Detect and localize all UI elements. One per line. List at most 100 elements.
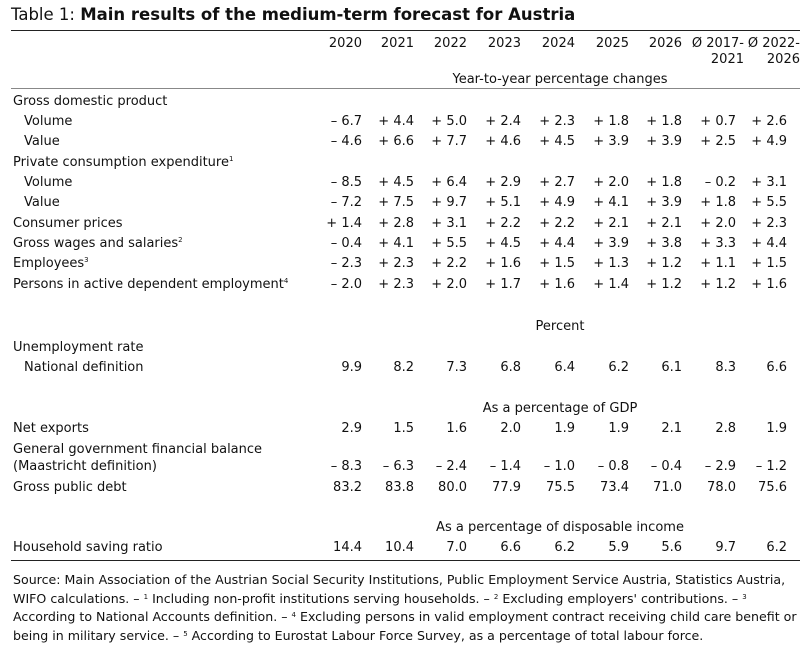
table-cell: + 4.4 bbox=[378, 114, 414, 129]
footnote-mark: 1 bbox=[228, 155, 234, 163]
table-cell: 77.9 bbox=[492, 480, 521, 495]
table-cell: 6.1 bbox=[661, 360, 682, 375]
table-cell: + 4.1 bbox=[378, 236, 414, 251]
table-title: Table 1: Main results of the medium-term… bbox=[11, 5, 575, 24]
table-cell: 14.4 bbox=[333, 540, 362, 555]
footnote-text: Excluding persons in valid employment co… bbox=[13, 609, 797, 643]
table-cell: + 2.9 bbox=[485, 175, 521, 190]
table-cell: 8.3 bbox=[715, 360, 736, 375]
source-note: Source: Main Association of the Austrian… bbox=[13, 572, 798, 644]
table-cell: + 2.4 bbox=[485, 114, 521, 129]
table-cell: + 2.0 bbox=[431, 277, 467, 292]
table-cell: + 2.1 bbox=[593, 216, 629, 231]
footnote-text: Excluding employers' contributions. – bbox=[498, 590, 743, 606]
row-label: Gross wages and salaries2 bbox=[13, 236, 183, 251]
table-row: Value – 4.6 + 6.6 + 7.7 + 4.6 + 4.5 + 3.9 + 3.9… bbox=[0, 134, 810, 154]
table-cell: + 2.3 bbox=[751, 216, 787, 231]
table-row: Persons in active dependent employment4 –… bbox=[0, 277, 810, 297]
table-row: Unemployment rate bbox=[0, 340, 810, 360]
table-cell: 5.6 bbox=[661, 540, 682, 555]
table-cell: + 2.2 bbox=[539, 216, 575, 231]
column-header: 2024 bbox=[541, 36, 575, 51]
table-cell: 2.1 bbox=[661, 421, 682, 436]
table-cell: + 5.5 bbox=[431, 236, 467, 251]
table-cell: + 3.3 bbox=[700, 236, 736, 251]
table-cell: + 1.8 bbox=[700, 195, 736, 210]
table-cell: + 4.9 bbox=[751, 134, 787, 149]
unit-label: As a percentage of GDP bbox=[482, 401, 638, 416]
column-header-line2: 2026 bbox=[766, 52, 800, 67]
unit-label: Percent bbox=[535, 319, 585, 334]
column-header: Ø 2017- bbox=[691, 36, 744, 51]
table-cell: 6.2 bbox=[766, 540, 787, 555]
table-cell: – 0.4 bbox=[330, 236, 362, 251]
footnote-mark: 5 bbox=[183, 629, 188, 638]
bottom-rule bbox=[11, 560, 800, 561]
table-cell: – 0.8 bbox=[597, 459, 629, 474]
table-row: Gross public debt 83.2 83.8 80.0 77.9 75.5 73.… bbox=[0, 480, 810, 500]
column-header: Ø 2022- bbox=[747, 36, 800, 51]
table-cell: 8.2 bbox=[393, 360, 414, 375]
table-cell: + 0.7 bbox=[700, 114, 736, 129]
table-cell: 6.6 bbox=[766, 360, 787, 375]
table-cell: 6.6 bbox=[500, 540, 521, 555]
table-cell: – 2.0 bbox=[330, 277, 362, 292]
table-cell: + 2.3 bbox=[378, 277, 414, 292]
row-label: Employees3 bbox=[13, 256, 89, 271]
table-cell: + 3.1 bbox=[751, 175, 787, 190]
row-label: (Maastricht definition) bbox=[13, 459, 157, 474]
table-cell: + 4.4 bbox=[539, 236, 575, 251]
row-label-text: Volume bbox=[24, 175, 73, 190]
row-label: Value bbox=[24, 195, 60, 210]
table-row: Gross domestic product bbox=[0, 94, 810, 114]
table-cell: 78.0 bbox=[707, 480, 736, 495]
table-cell: 6.2 bbox=[554, 540, 575, 555]
row-label-text: Consumer prices bbox=[13, 216, 123, 231]
table-cell: + 9.7 bbox=[431, 195, 467, 210]
table-cell: + 4.4 bbox=[751, 236, 787, 251]
table-cell: 1.6 bbox=[446, 421, 467, 436]
table-cell: 83.2 bbox=[333, 480, 362, 495]
footnote-mark: 3 bbox=[742, 592, 747, 601]
table-cell: – 1.2 bbox=[755, 459, 787, 474]
table-cell: + 1.6 bbox=[485, 256, 521, 271]
table-cell: + 3.1 bbox=[431, 216, 467, 231]
table-cell: – 6.3 bbox=[382, 459, 414, 474]
table-cell: – 0.4 bbox=[650, 459, 682, 474]
table-row: Private consumption expenditure1 bbox=[0, 155, 810, 175]
table-cell: + 4.9 bbox=[539, 195, 575, 210]
table-row: General government financial balance bbox=[0, 442, 810, 462]
table-row: Value – 7.2 + 7.5 + 9.7 + 5.1 + 4.9 + 4.1 + 3.9… bbox=[0, 195, 810, 215]
table-cell: 83.8 bbox=[385, 480, 414, 495]
table-cell: + 4.5 bbox=[485, 236, 521, 251]
table-row: National definition 9.9 8.2 7.3 6.8 6.4 6.2 6.1… bbox=[0, 360, 810, 380]
table-cell: + 2.5 bbox=[700, 134, 736, 149]
table-cell: + 1.3 bbox=[593, 256, 629, 271]
table-row: Gross wages and salaries2 – 0.4 + 4.1 + 5.5… bbox=[0, 236, 810, 256]
table-row: (Maastricht definition) – 8.3 – 6.3 – 2.4 – … bbox=[0, 459, 810, 479]
column-header: 2021 bbox=[380, 36, 414, 51]
table-cell: + 6.4 bbox=[431, 175, 467, 190]
table-cell: 2.8 bbox=[715, 421, 736, 436]
header-rule bbox=[11, 88, 800, 89]
table-cell: + 1.8 bbox=[646, 175, 682, 190]
row-label-text: National definition bbox=[24, 360, 144, 375]
table-cell: + 3.8 bbox=[646, 236, 682, 251]
row-label-text: (Maastricht definition) bbox=[13, 459, 157, 474]
source-text: Source: Main Association of the Austrian… bbox=[13, 572, 786, 606]
table-cell: 2.0 bbox=[500, 421, 521, 436]
table-cell: 80.0 bbox=[438, 480, 467, 495]
table-row: Household saving ratio 14.4 10.4 7.0 6.6 6.2 5… bbox=[0, 540, 810, 560]
table-cell: 75.6 bbox=[758, 480, 787, 495]
table-cell: + 5.0 bbox=[431, 114, 467, 129]
table-row: Volume – 6.7 + 4.4 + 5.0 + 2.4 + 2.3 + 1.8 + 1.… bbox=[0, 114, 810, 134]
table-cell: + 1.6 bbox=[539, 277, 575, 292]
unit-label: As a percentage of disposable income bbox=[436, 520, 684, 535]
table-cell: 9.7 bbox=[715, 540, 736, 555]
table-cell: – 7.2 bbox=[330, 195, 362, 210]
table-row: Consumer prices + 1.4 + 2.8 + 3.1 + 2.2 + 2.2… bbox=[0, 216, 810, 236]
table-heading: Main results of the medium-term forecast… bbox=[80, 5, 576, 24]
table-cell: 2.9 bbox=[341, 421, 362, 436]
table-cell: + 6.6 bbox=[378, 134, 414, 149]
row-label-text: Private consumption expenditure bbox=[13, 155, 229, 170]
